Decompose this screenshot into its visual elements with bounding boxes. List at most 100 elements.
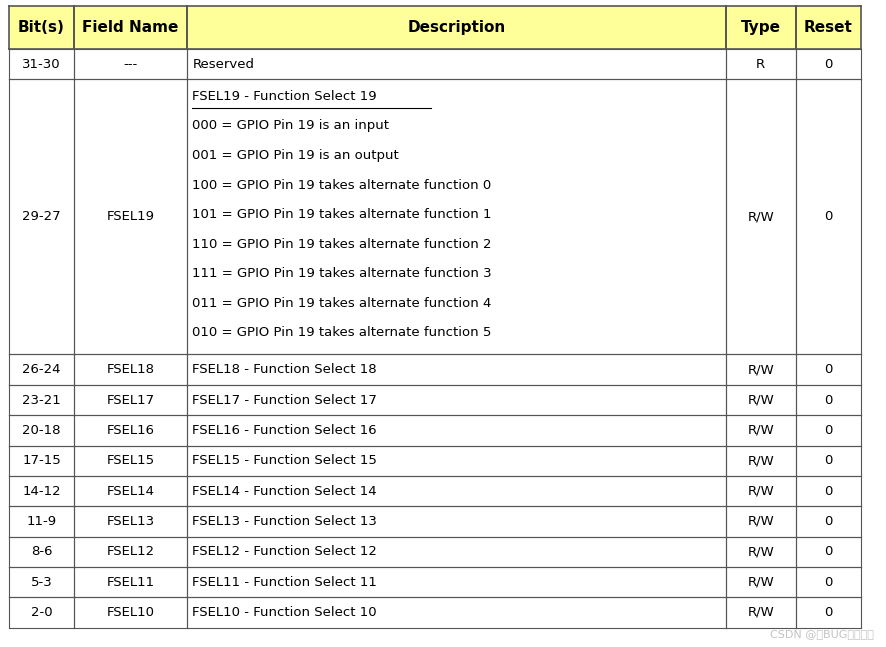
Text: 101 = GPIO Pin 19 takes alternate function 1: 101 = GPIO Pin 19 takes alternate functi…: [192, 208, 492, 221]
Text: 0: 0: [823, 515, 831, 528]
Bar: [187, 385, 726, 415]
Bar: [725, 6, 795, 49]
Text: R/W: R/W: [747, 485, 773, 498]
Text: FSEL14 - Function Select 14: FSEL14 - Function Select 14: [192, 485, 377, 498]
Text: FSEL13: FSEL13: [106, 515, 154, 528]
Bar: [725, 476, 795, 506]
Text: FSEL13 - Function Select 13: FSEL13 - Function Select 13: [192, 515, 377, 528]
Bar: [725, 80, 795, 355]
Text: Reset: Reset: [803, 20, 851, 36]
Bar: [725, 446, 795, 476]
Text: FSEL16: FSEL16: [106, 424, 154, 437]
Text: R/W: R/W: [747, 515, 773, 528]
Text: 001 = GPIO Pin 19 is an output: 001 = GPIO Pin 19 is an output: [192, 149, 399, 162]
Bar: [9, 355, 74, 385]
Text: R/W: R/W: [747, 606, 773, 619]
Bar: [74, 6, 187, 49]
Text: 14-12: 14-12: [22, 485, 61, 498]
Bar: [795, 415, 859, 446]
Text: FSEL10: FSEL10: [106, 606, 154, 619]
Text: FSEL17 - Function Select 17: FSEL17 - Function Select 17: [192, 393, 377, 406]
Text: 110 = GPIO Pin 19 takes alternate function 2: 110 = GPIO Pin 19 takes alternate functi…: [192, 237, 492, 250]
Bar: [9, 476, 74, 506]
Bar: [74, 476, 187, 506]
Bar: [187, 476, 726, 506]
Text: FSEL10 - Function Select 10: FSEL10 - Function Select 10: [192, 606, 377, 619]
Text: R/W: R/W: [747, 576, 773, 589]
Bar: [725, 355, 795, 385]
Bar: [187, 446, 726, 476]
Text: FSEL14: FSEL14: [106, 485, 154, 498]
Text: 0: 0: [823, 485, 831, 498]
Bar: [187, 355, 726, 385]
Text: Type: Type: [740, 20, 780, 36]
Text: 5-3: 5-3: [30, 576, 52, 589]
Text: FSEL11 - Function Select 11: FSEL11 - Function Select 11: [192, 576, 377, 589]
Bar: [74, 506, 187, 536]
Text: FSEL11: FSEL11: [106, 576, 154, 589]
Text: FSEL15: FSEL15: [106, 454, 154, 467]
Text: FSEL12 - Function Select 12: FSEL12 - Function Select 12: [192, 545, 377, 558]
Text: 26-24: 26-24: [22, 363, 60, 376]
Text: 0: 0: [823, 363, 831, 376]
Text: 0: 0: [823, 454, 831, 467]
Text: 11-9: 11-9: [27, 515, 57, 528]
Text: 000 = GPIO Pin 19 is an input: 000 = GPIO Pin 19 is an input: [192, 120, 389, 133]
Bar: [74, 536, 187, 567]
Bar: [9, 385, 74, 415]
Text: 2-0: 2-0: [31, 606, 52, 619]
Bar: [187, 567, 726, 597]
Bar: [795, 385, 859, 415]
Bar: [9, 536, 74, 567]
Text: 100 = GPIO Pin 19 takes alternate function 0: 100 = GPIO Pin 19 takes alternate functi…: [192, 179, 491, 192]
Text: R/W: R/W: [747, 210, 773, 223]
Bar: [725, 567, 795, 597]
Text: FSEL15 - Function Select 15: FSEL15 - Function Select 15: [192, 454, 377, 467]
Text: Field Name: Field Name: [82, 20, 179, 36]
Text: 0: 0: [823, 576, 831, 589]
Text: R/W: R/W: [747, 424, 773, 437]
Bar: [74, 415, 187, 446]
Text: 29-27: 29-27: [22, 210, 61, 223]
Bar: [795, 506, 859, 536]
Bar: [795, 536, 859, 567]
Text: R/W: R/W: [747, 545, 773, 558]
Text: FSEL18 - Function Select 18: FSEL18 - Function Select 18: [192, 363, 377, 376]
Bar: [725, 385, 795, 415]
Text: Reserved: Reserved: [192, 58, 254, 71]
Text: 0: 0: [823, 545, 831, 558]
Bar: [9, 567, 74, 597]
Bar: [725, 597, 795, 628]
Text: FSEL19 - Function Select 19: FSEL19 - Function Select 19: [192, 90, 377, 103]
Bar: [9, 597, 74, 628]
Bar: [187, 6, 726, 49]
Text: Description: Description: [407, 20, 505, 36]
Text: FSEL19: FSEL19: [106, 210, 154, 223]
Bar: [74, 446, 187, 476]
Bar: [795, 476, 859, 506]
Bar: [74, 385, 187, 415]
Text: 31-30: 31-30: [22, 58, 61, 71]
Text: 010 = GPIO Pin 19 takes alternate function 5: 010 = GPIO Pin 19 takes alternate functi…: [192, 326, 491, 340]
Text: 20-18: 20-18: [22, 424, 60, 437]
Bar: [187, 536, 726, 567]
Bar: [725, 49, 795, 80]
Text: Bit(s): Bit(s): [18, 20, 65, 36]
Text: R/W: R/W: [747, 454, 773, 467]
Text: 17-15: 17-15: [22, 454, 61, 467]
Bar: [725, 536, 795, 567]
Bar: [795, 446, 859, 476]
Bar: [795, 80, 859, 355]
Text: FSEL18: FSEL18: [106, 363, 154, 376]
Bar: [187, 80, 726, 355]
Bar: [9, 80, 74, 355]
Bar: [795, 49, 859, 80]
Text: FSEL17: FSEL17: [106, 393, 154, 406]
Bar: [725, 506, 795, 536]
Bar: [74, 567, 187, 597]
Bar: [795, 567, 859, 597]
Text: ---: ---: [123, 58, 137, 71]
Text: 0: 0: [823, 210, 831, 223]
Bar: [9, 446, 74, 476]
Text: 23-21: 23-21: [22, 393, 61, 406]
